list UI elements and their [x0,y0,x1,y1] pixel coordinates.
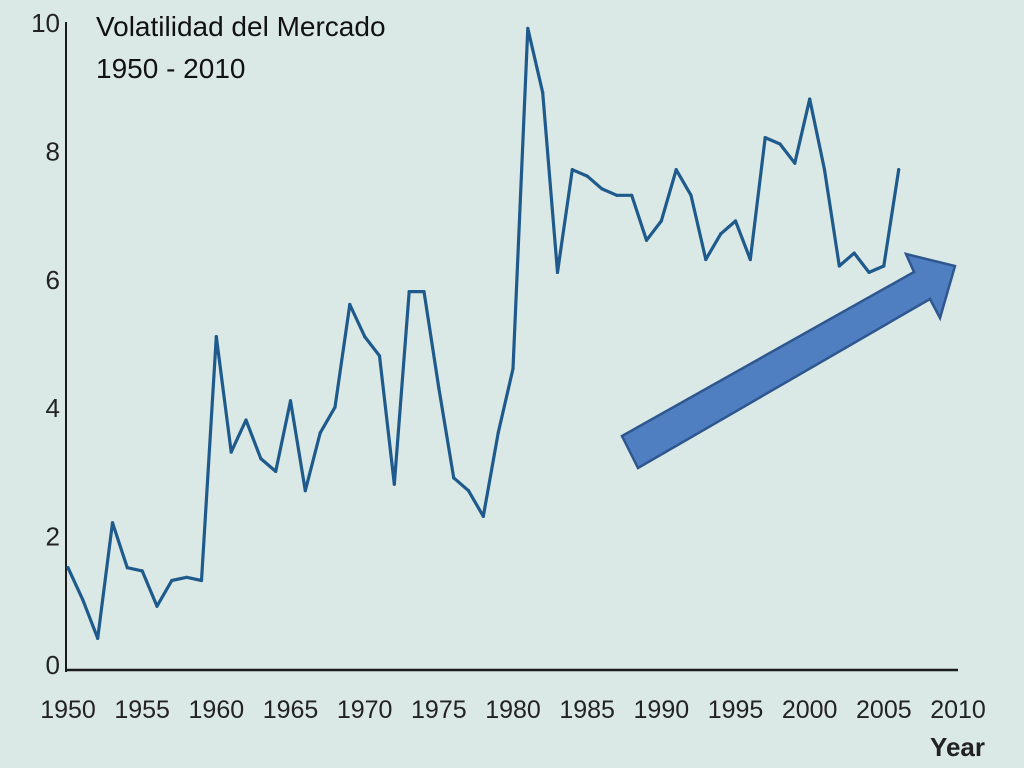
chart-title-line-2: 1950 - 2010 [96,53,245,84]
chart-title-line-1: Volatilidad del Mercado [96,11,386,42]
data-point [333,405,337,409]
data-point [392,482,396,486]
data-point [763,135,767,140]
x-tick-label: 1985 [559,696,615,724]
data-point [481,514,485,518]
data-point [348,302,352,307]
data-point [363,334,367,339]
data-point [437,386,441,390]
data-point [155,604,159,608]
data-point [318,431,322,435]
data-point [748,257,752,262]
trend-arrow-icon [620,252,957,470]
data-point [867,270,871,274]
data-point [288,399,293,403]
data-point [541,91,545,95]
data-point [719,232,723,236]
data-point [407,290,411,294]
data-point [511,367,515,371]
data-point [659,219,663,223]
data-point [630,193,634,197]
x-tick-label: 2000 [782,696,838,724]
data-point [778,142,782,146]
data-point [733,219,738,223]
data-point [822,168,827,172]
data-point [704,257,708,262]
data-point [110,521,115,525]
x-tick-label: 1965 [263,696,319,724]
data-point [422,290,426,294]
y-tick-label: 2 [46,522,60,552]
data-point [466,489,471,493]
data-point [837,264,841,268]
data-point [897,168,901,172]
x-tick-label: 1975 [411,696,467,724]
series-points [66,26,901,640]
x-tick-label: 1980 [485,696,541,724]
x-axis-label: Year [930,732,985,762]
data-point [259,456,263,461]
data-point [377,354,382,358]
data-point [882,264,886,268]
y-tick-label: 6 [46,265,60,295]
x-tick-label: 1955 [114,696,170,724]
data-point [170,578,174,583]
x-tick-label: 1970 [337,696,393,724]
x-tick-label: 2005 [856,696,912,724]
data-point [185,575,189,579]
data-point [125,566,129,570]
y-tick-label: 0 [46,650,60,680]
data-point [615,193,619,197]
x-tick-label: 1950 [40,696,96,724]
data-point [852,251,856,255]
y-tick-label: 10 [31,8,60,38]
data-point [244,418,248,422]
data-point [452,476,456,480]
x-tick-labels: 1950 1955 1960 1965 1970 1975 1980 1985 1990 1995… [40,696,986,724]
data-point [274,469,278,473]
y-tick-label: 8 [46,136,60,166]
data-point [644,238,649,242]
x-tick-label: 1990 [634,696,690,724]
x-tick-label: 1960 [189,696,245,724]
data-point [229,450,233,454]
data-point [555,270,560,274]
data-point [600,187,604,191]
data-point [199,578,204,583]
data-point [303,489,307,493]
y-tick-labels: 0 2 4 6 8 10 [31,8,60,680]
data-point [674,168,678,172]
data-point [585,174,589,178]
data-point [81,598,85,602]
data-point [214,334,218,339]
x-tick-label: 2010 [930,696,986,724]
data-point [689,193,693,197]
data-point [793,161,797,165]
data-point [140,569,144,573]
data-point [496,431,500,435]
data-point [96,636,100,640]
data-point [526,26,530,31]
data-point [808,97,812,101]
data-point [570,168,574,172]
data-point [66,566,70,570]
y-tick-label: 4 [46,393,60,423]
x-tick-label: 1995 [708,696,764,724]
